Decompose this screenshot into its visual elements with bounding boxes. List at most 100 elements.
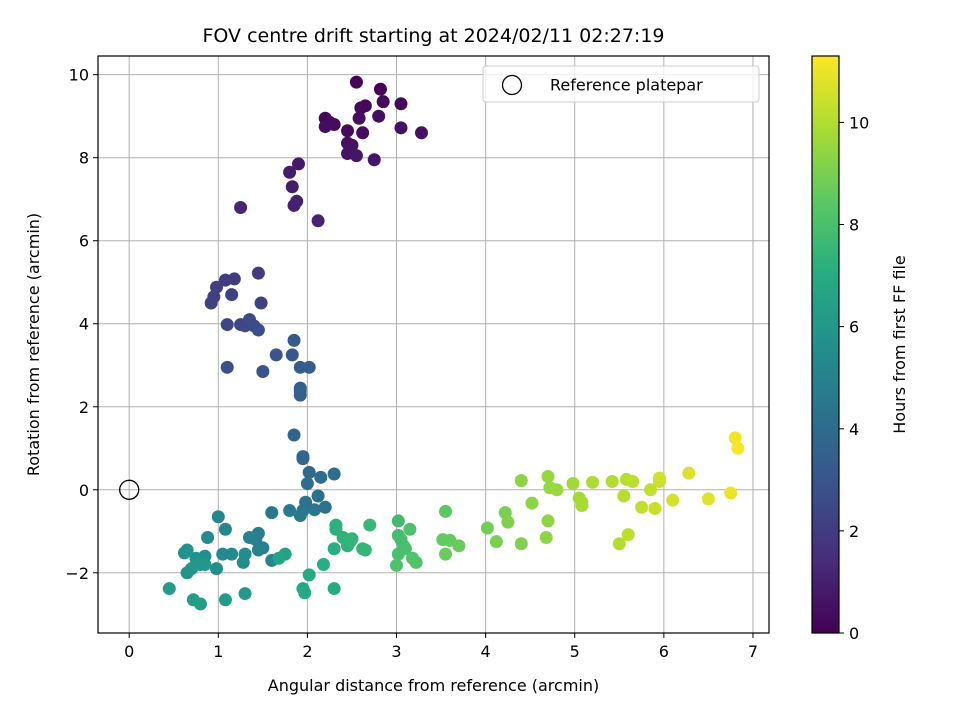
- data-point: [198, 558, 212, 572]
- data-point: [189, 558, 203, 572]
- data-point: [480, 521, 494, 535]
- data-point: [358, 543, 372, 557]
- data-point: [327, 582, 341, 596]
- data-point: [354, 101, 368, 115]
- data-point: [541, 470, 555, 484]
- data-point: [363, 518, 377, 532]
- data-point: [177, 546, 191, 560]
- data-point: [701, 492, 715, 506]
- data-point: [287, 428, 301, 442]
- legend-label-reference: Reference platepar: [550, 76, 703, 95]
- data-point: [550, 483, 564, 497]
- legend-marker-reference: [501, 74, 523, 96]
- data-point: [314, 470, 328, 484]
- data-point: [635, 500, 649, 514]
- data-point: [318, 120, 332, 134]
- colorbar-gradient: [811, 55, 840, 634]
- data-point: [204, 296, 218, 310]
- data-point: [724, 486, 738, 500]
- data-point: [308, 503, 322, 517]
- data-point: [575, 499, 589, 513]
- data-point: [414, 126, 428, 140]
- legend: Reference platepar: [482, 65, 760, 103]
- data-point: [409, 555, 423, 569]
- grid: [98, 56, 769, 633]
- data-point: [612, 537, 626, 551]
- data-point: [391, 514, 405, 528]
- data-point: [220, 360, 234, 374]
- data-point: [356, 126, 370, 140]
- data-point: [251, 543, 265, 557]
- data-point: [376, 95, 390, 109]
- x-tick-label: 0: [124, 642, 134, 661]
- legend-box: [482, 65, 760, 103]
- plot-frame: [97, 55, 770, 634]
- data-point: [318, 500, 332, 514]
- colorbar-label: Hours from first FF file: [890, 255, 909, 434]
- data-point: [349, 149, 363, 163]
- colorbar-tick-label: 2: [849, 522, 859, 541]
- data-point: [566, 477, 580, 491]
- y-tick-label: −2: [65, 564, 89, 583]
- data-point: [201, 531, 215, 545]
- data-point: [394, 121, 408, 135]
- data-point: [218, 522, 232, 536]
- data-point: [302, 568, 316, 582]
- data-point: [216, 547, 230, 561]
- data-point: [403, 522, 417, 536]
- data-point: [287, 198, 301, 212]
- data-point: [514, 537, 528, 551]
- data-point: [394, 97, 408, 111]
- data-point: [296, 452, 310, 466]
- data-point: [605, 474, 619, 488]
- x-tick-label: 1: [213, 642, 223, 661]
- x-tick-label: 2: [302, 642, 312, 661]
- data-point: [349, 75, 363, 89]
- data-point: [586, 475, 600, 489]
- data-point: [302, 465, 316, 479]
- data-point: [285, 348, 299, 362]
- data-point: [398, 542, 412, 556]
- data-point: [293, 388, 307, 402]
- data-point: [293, 360, 307, 374]
- data-point: [343, 535, 357, 549]
- y-tick-label: 10: [69, 66, 89, 85]
- data-point: [452, 539, 466, 553]
- data-point: [352, 111, 366, 125]
- data-point: [525, 496, 539, 510]
- x-tick-label: 7: [748, 642, 758, 661]
- data-point: [254, 296, 268, 310]
- data-point: [238, 587, 252, 601]
- reference-platepar-marker: [119, 479, 140, 500]
- data-point: [302, 360, 316, 374]
- y-axis-label: Rotation from reference (arcmin): [24, 213, 43, 476]
- data-point: [373, 82, 387, 96]
- colorbar-tick-label: 4: [849, 420, 859, 439]
- colorbar-tick-label: 0: [849, 624, 859, 643]
- data-point: [327, 542, 341, 556]
- data-point: [225, 547, 239, 561]
- y-tick-label: 4: [79, 315, 89, 334]
- data-point: [283, 504, 297, 518]
- x-tick-label: 3: [391, 642, 401, 661]
- data-point: [501, 515, 515, 529]
- axis-ticks: 0 1 2 3 4 5 6 7 −2 0 2 4 6 8 10: [65, 66, 758, 661]
- data-point: [287, 333, 301, 347]
- y-tick-label: 0: [79, 481, 89, 500]
- data-point: [626, 474, 640, 488]
- data-point: [390, 558, 404, 572]
- data-point: [539, 531, 553, 545]
- data-point: [311, 214, 325, 228]
- data-point: [265, 506, 279, 520]
- colorbar-tick-label: 6: [849, 318, 859, 337]
- data-point: [648, 501, 662, 515]
- data-point: [211, 510, 225, 524]
- data-point: [514, 474, 528, 488]
- data-point: [242, 531, 256, 545]
- colorbar-tick-label: 10: [849, 113, 869, 132]
- data-point: [180, 566, 194, 580]
- data-point: [682, 466, 696, 480]
- y-tick-label: 6: [79, 232, 89, 251]
- data-point: [193, 597, 207, 611]
